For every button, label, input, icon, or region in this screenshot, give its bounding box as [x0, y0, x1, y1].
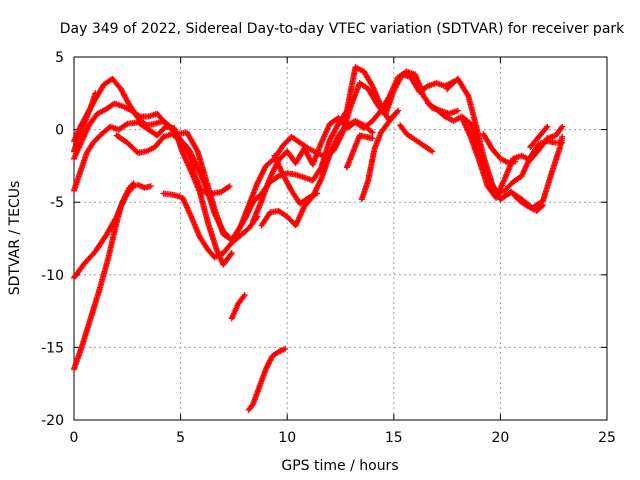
series-s14 [271, 152, 321, 207]
axes: 0 5 10 15 20 25 -20 -15 -10 -5 0 5 [41, 50, 616, 446]
series-s19 [397, 122, 436, 155]
data-point [540, 202, 547, 209]
series-s25 [527, 123, 551, 151]
x-tick-label: 20 [491, 430, 509, 446]
data-marker [227, 251, 234, 258]
y-tick-label: -15 [41, 340, 64, 356]
data-point [241, 292, 248, 299]
data-point [147, 183, 154, 190]
y-axis-label: SDTVAR / TECUs [7, 181, 23, 296]
y-tick-label: -10 [41, 268, 64, 284]
series-s7 [113, 130, 205, 196]
series-s9 [201, 183, 233, 197]
series-s8 [160, 190, 261, 261]
series-s24 [508, 189, 547, 214]
y-tick-label: -5 [50, 195, 64, 211]
series-s15 [228, 292, 248, 322]
data-marker [393, 108, 400, 115]
x-tick-label: 15 [385, 430, 403, 446]
data-point [92, 90, 99, 97]
x-tick-label: 5 [176, 430, 185, 446]
data-point [559, 123, 566, 130]
y-tick-label: 5 [55, 50, 64, 66]
series-s4 [71, 90, 99, 155]
data-point [369, 129, 376, 136]
y-tick-label: 0 [55, 123, 64, 139]
data-point [429, 148, 436, 155]
data-point [390, 112, 397, 119]
data-point [395, 107, 402, 114]
data-marker [543, 124, 550, 131]
data-point [314, 190, 321, 197]
data-point [559, 133, 566, 140]
x-tick-label: 0 [70, 430, 79, 446]
x-tick-label: 25 [598, 430, 616, 446]
gridlines [74, 57, 607, 420]
data-marker [538, 203, 545, 210]
series-s22 [459, 114, 566, 201]
series-s16 [245, 345, 289, 413]
series-s18 [358, 112, 397, 203]
data-point [454, 107, 461, 114]
x-tick-label: 10 [278, 430, 296, 446]
y-tick-label: -20 [41, 413, 64, 429]
data-point [369, 135, 376, 142]
data-marks [71, 64, 566, 413]
plot-frame [73, 56, 608, 421]
data-point [226, 183, 233, 190]
x-axis-label: GPS time / hours [281, 458, 398, 474]
data-point [544, 123, 551, 130]
data-marker [129, 184, 136, 191]
series-s6 [71, 181, 154, 373]
chart-title: Day 349 of 2022, Sidereal Day-to-day VTE… [60, 21, 625, 37]
data-point [512, 158, 519, 165]
series-s23 [480, 130, 519, 166]
series-s20 [424, 100, 566, 197]
series-s12 [250, 68, 461, 225]
series-s17 [343, 132, 376, 171]
data-point [228, 250, 235, 257]
data-point [282, 345, 289, 352]
